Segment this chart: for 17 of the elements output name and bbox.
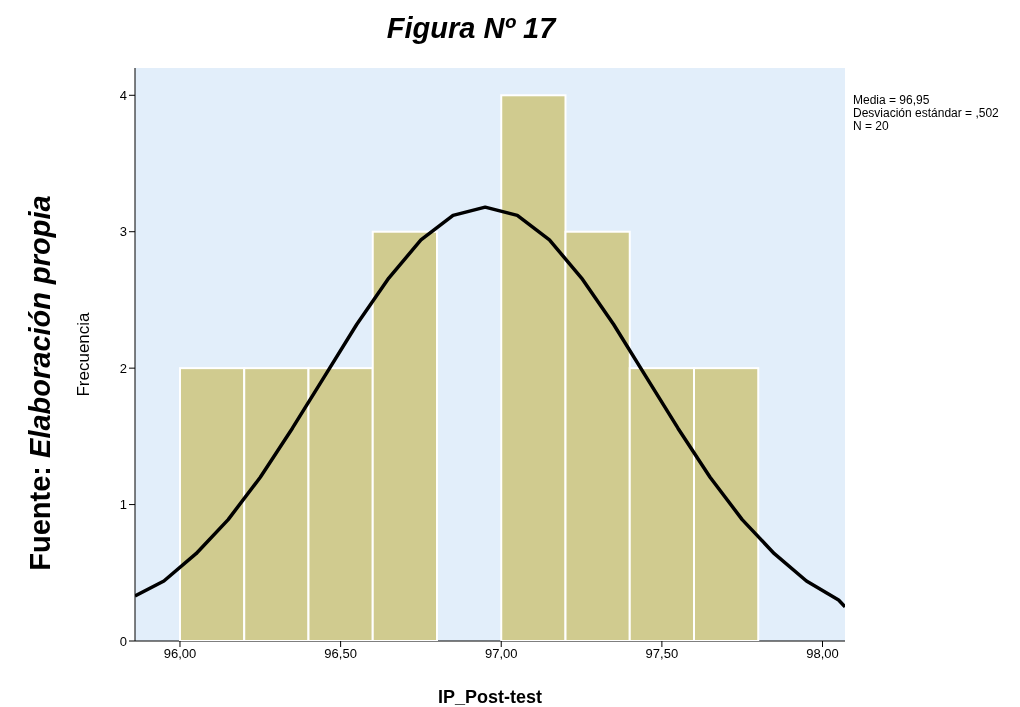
x-tick-label: 98,00	[806, 646, 839, 662]
x-tick-label: 96,00	[163, 646, 197, 662]
x-tick-label: 97,00	[484, 646, 518, 662]
y-tick-label: 4	[119, 87, 127, 103]
chart-title: Figura Nº 17	[385, 12, 558, 45]
y-tick-label: 0	[119, 633, 127, 649]
source-note: Fuente: Elaboración propia	[23, 195, 56, 571]
x-tick-label: 97,50	[645, 646, 679, 662]
text: Desviación estándar = ,502	[853, 106, 999, 120]
y-tick-label: 2	[119, 360, 127, 376]
x-axis-title: IP_Post-test	[437, 687, 543, 707]
text: Media = 96,95	[853, 93, 931, 107]
y-tick-label: 1	[119, 497, 127, 513]
text: N = 20	[853, 119, 890, 133]
x-tick-label: 96,50	[324, 646, 357, 662]
y-axis-title: Frecuencia	[74, 311, 94, 397]
y-tick-label: 3	[119, 224, 127, 240]
